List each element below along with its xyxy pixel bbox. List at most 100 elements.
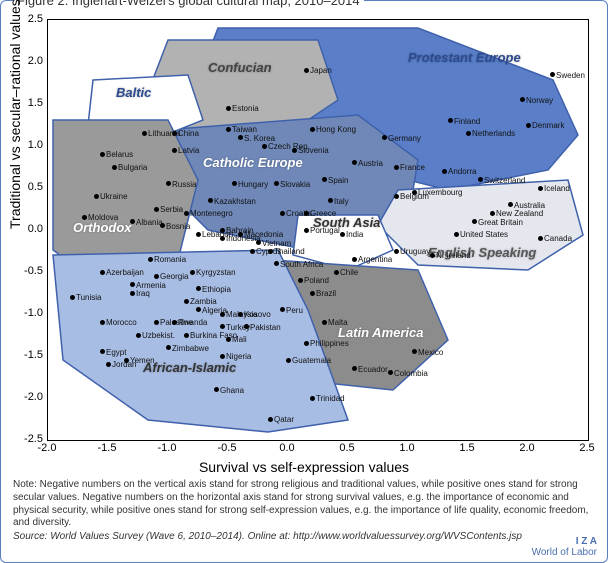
y-tick: -2.5 (9, 433, 43, 445)
country-point (154, 320, 159, 325)
y-tick: -2.0 (9, 391, 43, 403)
figure-title: Figure 2. Inglehart-Welzel's global cult… (13, 0, 364, 8)
country-point (274, 261, 279, 266)
x-axis-label: Survival vs self-expression values (1, 459, 607, 475)
country-point (100, 349, 105, 354)
country-point (394, 249, 399, 254)
country-point (172, 148, 177, 153)
country-point (280, 307, 285, 312)
country-point (508, 202, 513, 207)
country-point (238, 135, 243, 140)
country-point (220, 228, 225, 233)
country-point (352, 160, 357, 165)
figure-frame: Figure 2. Inglehart-Welzel's global cult… (0, 0, 608, 563)
country-point (412, 349, 417, 354)
country-point (226, 337, 231, 342)
y-axis-label: Traditional vs secular–rational values (7, 0, 23, 229)
country-point (226, 127, 231, 132)
country-point (442, 169, 447, 174)
country-point (100, 320, 105, 325)
x-tick: 2.0 (519, 442, 534, 454)
iza-logo: I Z A World of Labor (532, 536, 597, 558)
country-point (280, 211, 285, 216)
country-point (454, 232, 459, 237)
x-tick: 0.0 (279, 442, 294, 454)
x-tick: 0.5 (339, 442, 354, 454)
country-point (352, 366, 357, 371)
country-point (304, 211, 309, 216)
country-point (136, 333, 141, 338)
country-point (244, 324, 249, 329)
country-point (394, 194, 399, 199)
country-point (520, 97, 525, 102)
country-point (106, 362, 111, 367)
country-point (190, 270, 195, 275)
country-point (292, 148, 297, 153)
country-point (220, 354, 225, 359)
country-point (256, 240, 261, 245)
country-point (304, 68, 309, 73)
country-point (130, 291, 135, 296)
country-point (220, 312, 225, 317)
country-point (304, 341, 309, 346)
x-tick: 1.0 (399, 442, 414, 454)
country-point (304, 228, 309, 233)
country-point (310, 291, 315, 296)
country-point (232, 181, 237, 186)
x-tick: 2.5 (579, 442, 594, 454)
country-point (82, 215, 87, 220)
country-point (196, 286, 201, 291)
country-point (196, 232, 201, 237)
country-point (472, 219, 477, 224)
country-point (538, 236, 543, 241)
country-point (430, 253, 435, 258)
country-point (388, 370, 393, 375)
y-tick: -0.5 (9, 265, 43, 277)
country-point (220, 236, 225, 241)
x-tick: 1.5 (459, 442, 474, 454)
x-tick: -1.0 (158, 442, 177, 454)
y-tick: -1.0 (9, 307, 43, 319)
cluster-english-speaking (378, 180, 583, 270)
country-point (184, 299, 189, 304)
country-point (286, 358, 291, 363)
country-point (220, 324, 225, 329)
x-tick: -0.5 (218, 442, 237, 454)
country-point (166, 181, 171, 186)
country-point (166, 345, 171, 350)
country-point (226, 106, 231, 111)
country-point (466, 131, 471, 136)
country-point (310, 396, 315, 401)
country-point (490, 211, 495, 216)
country-point (214, 387, 219, 392)
country-point (172, 131, 177, 136)
country-point (94, 194, 99, 199)
country-point (142, 131, 147, 136)
figure-note: Note: Negative numbers on the vertical a… (13, 479, 595, 530)
country-point (238, 232, 243, 237)
country-point (268, 417, 273, 422)
country-point (412, 190, 417, 195)
figure-source: Source: World Values Survey (Wave 6, 201… (13, 531, 595, 542)
country-point (352, 257, 357, 262)
country-point (124, 358, 129, 363)
country-point (550, 72, 555, 77)
country-point (130, 282, 135, 287)
country-point (268, 249, 273, 254)
country-point (184, 211, 189, 216)
country-point (274, 181, 279, 186)
plot-area: Protestant EuropeConfucianCatholic Europ… (47, 19, 589, 441)
country-point (154, 274, 159, 279)
country-point (298, 278, 303, 283)
country-point (238, 312, 243, 317)
country-point (526, 123, 531, 128)
country-point (208, 198, 213, 203)
country-point (448, 118, 453, 123)
country-point (172, 320, 177, 325)
country-point (160, 223, 165, 228)
country-point (394, 165, 399, 170)
x-tick: -1.5 (98, 442, 117, 454)
country-point (322, 177, 327, 182)
country-point (70, 295, 75, 300)
country-point (538, 186, 543, 191)
